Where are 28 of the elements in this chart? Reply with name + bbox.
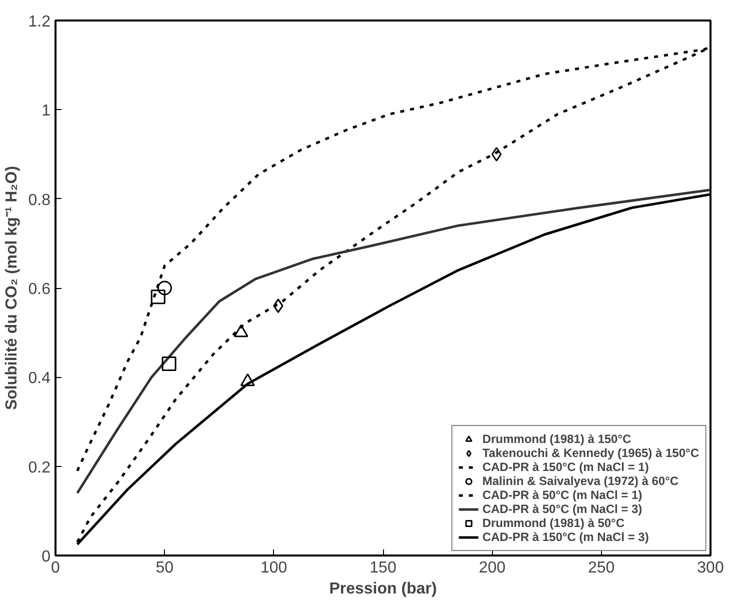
point <box>157 280 172 296</box>
y-tick-label: 0.2 <box>28 459 51 476</box>
x-tick-label: 300 <box>697 560 724 576</box>
point <box>273 298 284 314</box>
y-axis-title: Solubilité du CO₂ (mol kg⁻¹ H₂O) <box>3 166 20 410</box>
y-tick-label: 0.6 <box>28 281 51 298</box>
point <box>150 290 166 304</box>
y-tick-label: 1 <box>42 102 51 120</box>
legend-label: CAD-PR à 150°C (m NaCl = 3) <box>482 530 649 544</box>
y-tick-label: 0.4 <box>28 370 51 388</box>
x-axis-title: Pression (bar) <box>329 580 437 598</box>
x-tick-label: 150 <box>370 560 396 576</box>
legend-label: Drummond (1981) à 50°C <box>482 516 625 530</box>
y-tick-label: 0 <box>42 548 51 566</box>
legend-label: CAD-PR à 50°C (m NaCl = 1) <box>482 488 642 502</box>
point <box>162 356 176 372</box>
y-tick-label: 0.8 <box>28 192 51 209</box>
x-tick-label: 100 <box>260 560 288 576</box>
legend-label: CAD-PR à 150°C (m NaCl = 1) <box>482 460 649 474</box>
legend-label: Malinin & Saivalyeva (1972) à 60°C <box>482 474 679 488</box>
x-tick-label: 50 <box>156 560 174 576</box>
point <box>491 147 502 162</box>
legend-label: Takenouchi & Kennedy (1965) à 150°C <box>482 446 699 460</box>
legend-label: CAD-PR à 50°C (m NaCl = 3) <box>482 502 642 516</box>
y-tick-label: 1.2 <box>28 14 51 30</box>
legend-label: Drummond (1981) à 150°C <box>482 432 632 446</box>
x-tick-label: 200 <box>478 560 506 576</box>
x-tick-label: 250 <box>588 560 615 576</box>
